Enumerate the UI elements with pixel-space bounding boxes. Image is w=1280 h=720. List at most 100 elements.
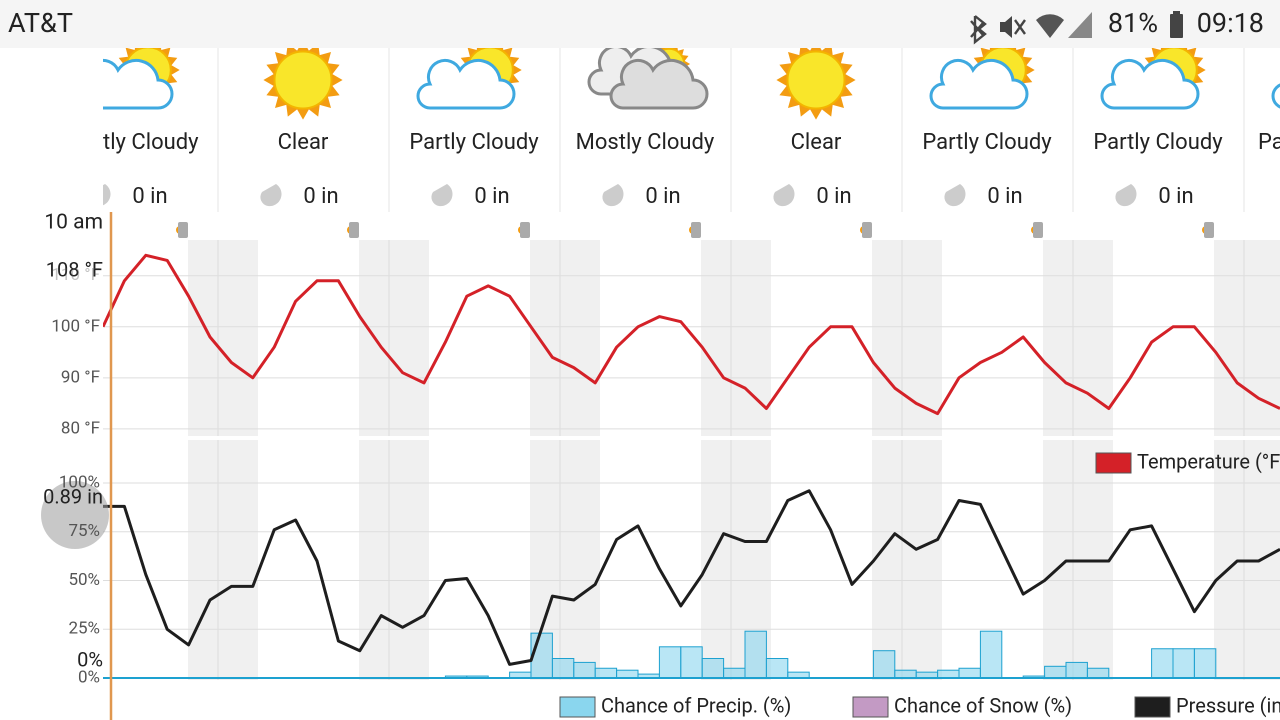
precip-bar (658, 646, 682, 679)
precip-bar (1193, 648, 1217, 679)
y-tick-label: 110 °F (51, 265, 100, 285)
y-tick-label: 25% (68, 619, 100, 639)
y-tick-label: 50% (68, 570, 100, 590)
precip-bar (765, 658, 789, 679)
condition: Partly Cloudy (409, 130, 539, 155)
drop-icon (260, 184, 282, 207)
carrier: AT&T (8, 7, 73, 39)
precip-amount: 0 in (816, 184, 851, 209)
time-label: 10 am (44, 211, 103, 235)
precip-bar (701, 658, 725, 679)
legend-label: Chance of Precip. (%) (601, 693, 791, 717)
condition: Clear (278, 130, 329, 155)
cloud (1271, 83, 1280, 109)
y-tick-label: 100 °F (51, 316, 100, 336)
precip-bar (894, 669, 917, 679)
precip-bar (1065, 661, 1088, 679)
cloud (103, 59, 174, 110)
y-tick-label: 90 °F (61, 367, 100, 387)
precip-amount: 0 in (1158, 184, 1193, 209)
legend-swatch (1134, 696, 1171, 718)
charts (103, 240, 1280, 680)
weather-icon (1100, 48, 1206, 110)
night-band (530, 240, 600, 436)
sunset-mark (1033, 222, 1043, 238)
night-band (701, 240, 771, 436)
weather-icon (263, 48, 343, 120)
precip-bar (1044, 665, 1067, 679)
weather-icon (103, 48, 180, 110)
forecast: tly Cloudy 0 in Clear 0 in Partly Cloudy 0 in… (103, 48, 1280, 212)
sun (273, 50, 333, 110)
precip-bar (958, 667, 981, 679)
sun (786, 50, 846, 110)
precip-amount: 0 in (645, 184, 680, 209)
legend-label: Chance of Snow (%) (894, 693, 1072, 717)
weather-icon (587, 48, 709, 110)
sunset-mark (691, 222, 701, 238)
legend-swatch (852, 696, 889, 718)
legend-label: Temperature (°F) (1137, 449, 1280, 473)
precip-bar (723, 667, 746, 679)
precip-bar (937, 669, 960, 679)
condition: tly Cloudy (103, 130, 199, 155)
pressure-readout: 0.89 in (43, 484, 103, 508)
drop-icon (103, 184, 111, 206)
night-band (359, 240, 429, 436)
precip-bar (744, 630, 767, 679)
weather-icon (929, 48, 1035, 110)
sunset-mark (862, 222, 872, 238)
precip-bar (680, 646, 703, 679)
drop-icon (1115, 184, 1137, 207)
precip-readout: 0% (77, 647, 103, 671)
sunset-mark (178, 222, 188, 238)
y-tick-label: 75% (68, 521, 100, 541)
cursor-handle[interactable] (41, 481, 109, 549)
y-tick-label: 100% (59, 472, 100, 492)
status-icons (970, 11, 1183, 45)
precip-amount: 0 in (987, 184, 1022, 209)
drop-icon (602, 184, 624, 207)
condition: Pa (1258, 130, 1280, 155)
sunset-mark (1204, 222, 1214, 238)
cursor-temperature: 108 °F (46, 257, 103, 281)
cloud (416, 58, 516, 110)
weather-icon (1271, 83, 1280, 109)
series-line (103, 253, 1280, 416)
precip-bar (551, 658, 575, 679)
condition: Partly Cloudy (922, 130, 1052, 155)
legend-swatch (1095, 452, 1132, 474)
condition: Mostly Cloudy (576, 130, 715, 155)
drop-icon (431, 184, 453, 207)
status-bar (0, 0, 1280, 48)
precip-amount: 0 in (303, 184, 338, 209)
night-band (188, 240, 258, 436)
precip-bar (872, 650, 896, 679)
night-band (872, 240, 942, 436)
legend-swatch (559, 696, 596, 718)
weather-icon (776, 48, 856, 120)
condition: Partly Cloudy (1093, 130, 1223, 155)
legend-label: Pressure (in) (1176, 693, 1280, 717)
precip-bar (573, 661, 596, 679)
precip-amount: 0 in (474, 184, 509, 209)
precip-bar (1151, 648, 1174, 679)
drop-icon (944, 184, 966, 207)
battery: 81% (1108, 7, 1158, 39)
precip-bar (1086, 667, 1110, 679)
weather-icon (416, 48, 522, 110)
drop-icon (773, 184, 795, 207)
precip-bar (616, 669, 639, 679)
sunset-mark (520, 222, 530, 238)
series-line (103, 489, 1280, 666)
night-band (872, 440, 942, 680)
y-tick-label: 80 °F (61, 418, 100, 438)
cloud (609, 58, 709, 110)
condition: Clear (791, 130, 842, 155)
cloud (1100, 58, 1200, 110)
time: 09:18 (1197, 7, 1264, 39)
night-band (359, 440, 429, 680)
sunset-mark (349, 222, 359, 238)
precip-bar (1172, 648, 1195, 679)
night-band (188, 440, 258, 680)
